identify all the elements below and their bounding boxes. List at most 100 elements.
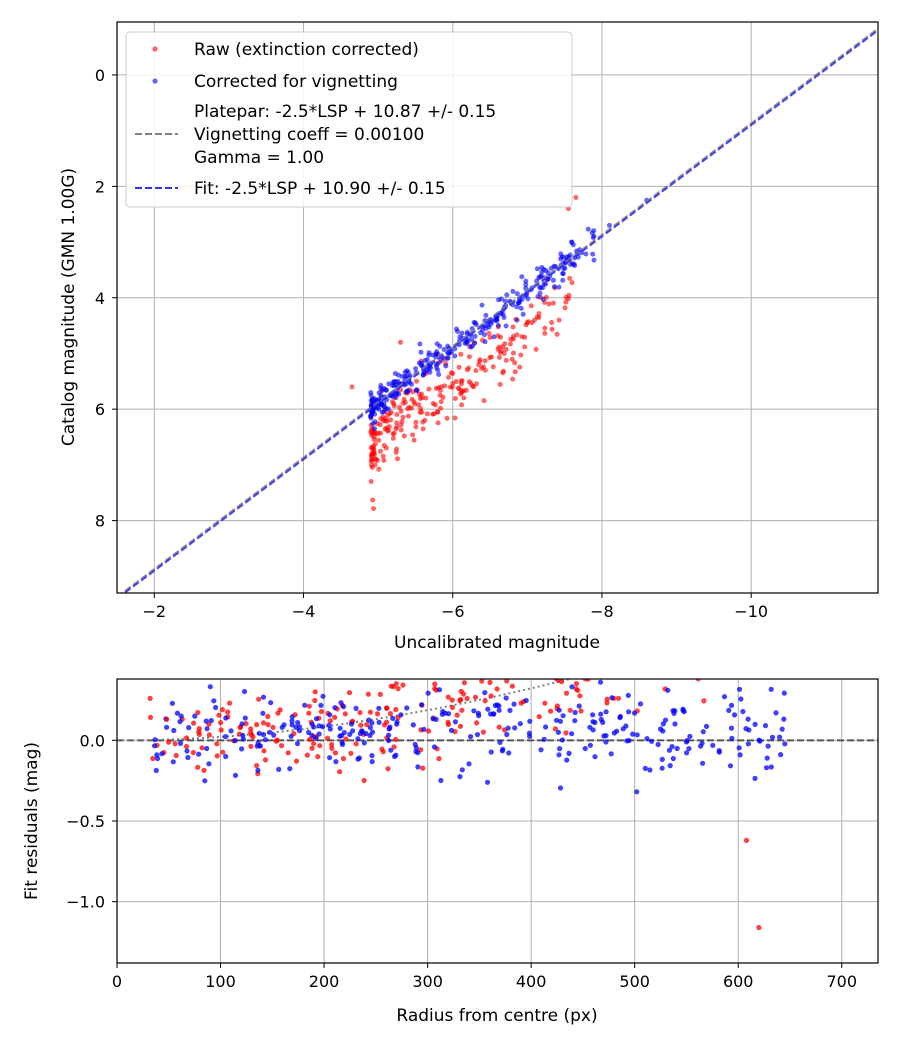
corrected-residual-point	[736, 686, 743, 692]
raw-residual-point	[482, 698, 488, 704]
raw-residual-point	[558, 679, 565, 685]
top-x-tick-label: −2	[143, 602, 167, 621]
corrected-point	[386, 381, 392, 387]
corrected-residual-point	[223, 753, 229, 760]
raw-residual-point	[332, 750, 338, 756]
corrected-residual-point	[196, 751, 202, 757]
corrected-residual-point	[369, 729, 376, 735]
corrected-point	[436, 372, 442, 377]
corrected-residual-point	[768, 686, 774, 692]
raw-point	[376, 437, 382, 443]
raw-point	[546, 301, 552, 307]
corrected-residual-point	[543, 724, 549, 730]
raw-residual-point	[285, 750, 291, 756]
raw-point	[450, 371, 456, 377]
raw-residual-point	[683, 661, 688, 666]
corrected-residual-point	[468, 734, 474, 740]
corrected-residual-point	[207, 684, 213, 690]
raw-point	[498, 334, 503, 340]
corrected-residual-point	[740, 708, 746, 715]
corrected-point	[452, 346, 458, 352]
corrected-residual-point	[306, 729, 312, 736]
raw-residual-point	[675, 652, 680, 657]
corrected-residual-point	[294, 741, 301, 747]
corrected-point	[482, 339, 488, 345]
corrected-residual-point	[289, 714, 295, 720]
raw-point	[413, 419, 419, 425]
raw-point	[459, 402, 465, 408]
corrected-residual-point	[279, 724, 285, 730]
corrected-point	[517, 299, 523, 305]
bottom-x-tick-label: 300	[412, 972, 443, 991]
corrected-residual-point	[471, 708, 477, 714]
raw-residual-point	[393, 736, 399, 743]
raw-point	[566, 292, 572, 298]
raw-residual-point	[147, 695, 153, 701]
raw-point	[435, 420, 441, 426]
raw-point	[420, 426, 426, 432]
corrected-residual-point	[670, 708, 676, 714]
raw-residual-point	[270, 724, 276, 731]
raw-point	[503, 357, 509, 363]
corrected-point	[538, 285, 544, 291]
corrected-residual-point	[430, 716, 436, 722]
corrected-residual-point	[752, 775, 758, 782]
raw-residual-point	[225, 709, 231, 715]
corrected-point	[523, 285, 529, 291]
corrected-point	[591, 233, 597, 239]
corrected-residual-point	[232, 737, 238, 744]
raw-residual-point	[353, 741, 359, 747]
corrected-residual-point	[177, 740, 184, 747]
corrected-residual-point	[388, 747, 394, 753]
corrected-residual-point	[674, 745, 680, 752]
corrected-residual-point	[271, 732, 277, 738]
raw-point	[394, 412, 400, 417]
raw-residual-point	[638, 632, 643, 637]
raw-residual-point	[218, 720, 224, 726]
raw-residual-point	[730, 639, 735, 644]
raw-point	[562, 305, 568, 311]
corrected-residual-point	[716, 748, 722, 754]
corrected-residual-point	[557, 785, 564, 791]
corrected-residual-point	[353, 705, 359, 712]
corrected-residual-point	[415, 764, 421, 770]
raw-residual-point	[629, 638, 634, 643]
corrected-residual-point	[178, 713, 184, 719]
corrected-residual-point	[240, 732, 246, 739]
corrected-residual-point	[601, 733, 607, 739]
raw-point	[405, 406, 411, 412]
corrected-residual-point	[338, 700, 344, 706]
raw-residual-point	[489, 673, 494, 678]
platepar-line	[120, 27, 878, 593]
raw-residual-point	[689, 663, 694, 668]
raw-residual-point	[472, 694, 479, 700]
raw-point	[398, 339, 404, 345]
corrected-residual-point	[576, 703, 582, 709]
corrected-residual-point	[738, 696, 744, 702]
corrected-residual-point	[367, 725, 373, 731]
top-x-axis-label: Uncalibrated magnitude	[394, 633, 600, 653]
raw-point	[554, 331, 560, 337]
corrected-residual-point	[736, 745, 742, 751]
raw-residual-point	[677, 662, 682, 667]
corrected-point	[381, 385, 387, 391]
raw-point	[368, 445, 374, 451]
corrected-residual-point	[686, 746, 692, 752]
raw-point	[529, 320, 535, 326]
raw-residual-point	[248, 729, 254, 736]
corrected-residual-point	[459, 767, 465, 773]
raw-point	[393, 449, 399, 455]
corrected-point	[540, 296, 546, 302]
raw-residual-point	[377, 691, 383, 698]
raw-residual-point	[374, 711, 381, 717]
corrected-residual-point	[728, 725, 735, 731]
raw-point	[371, 436, 377, 442]
corrected-residual-point	[153, 767, 159, 774]
corrected-residual-point	[268, 700, 274, 706]
raw-residual-point	[464, 695, 470, 702]
raw-point	[453, 379, 459, 384]
raw-point	[400, 400, 406, 406]
corrected-residual-point	[339, 741, 346, 748]
raw-residual-point	[432, 681, 438, 687]
raw-point	[507, 341, 513, 347]
